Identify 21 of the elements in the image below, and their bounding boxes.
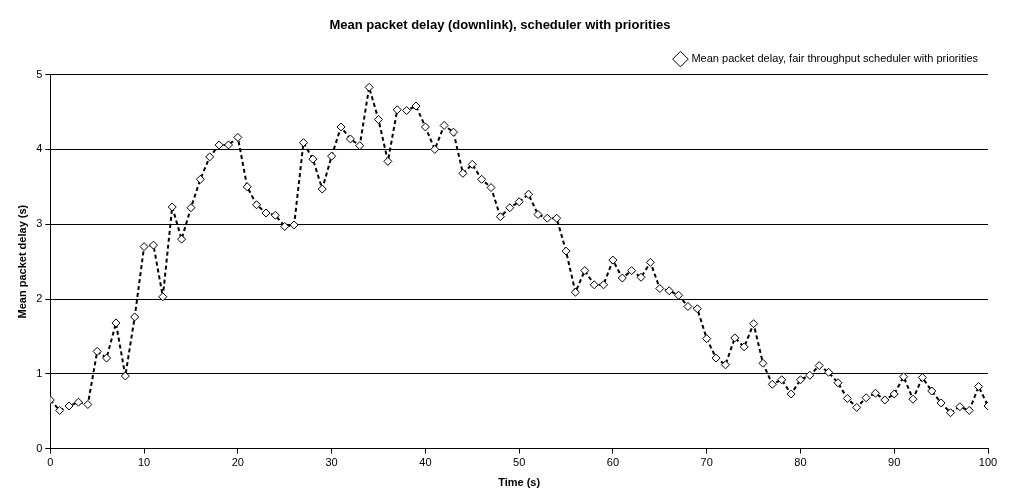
x-tick-label: 40 (419, 456, 432, 469)
x-tick-label: 10 (137, 456, 151, 469)
x-axis-title: Time (s) (498, 476, 541, 489)
x-tick-label: 0 (47, 456, 54, 469)
y-tick-label: 5 (36, 67, 43, 80)
y-axis-title: Mean packet delay (s) (15, 204, 28, 319)
x-tick-label: 50 (513, 456, 526, 469)
legend-label: Mean packet delay, fair throughput scheduler with priorities (691, 52, 979, 65)
y-tick-label: 3 (36, 217, 43, 230)
y-tick-label: 0 (36, 441, 43, 454)
x-tick-label: 70 (700, 456, 713, 469)
y-tick-label: 2 (36, 292, 43, 305)
y-tick-label: 4 (36, 142, 43, 155)
y-tick-label: 1 (36, 366, 43, 379)
x-tick-label: 30 (325, 456, 338, 469)
x-tick-label: 100 (978, 456, 998, 469)
x-tick-label: 60 (606, 456, 620, 469)
x-tick-label: 90 (888, 456, 901, 469)
chart-title: Mean packet delay (downlink), scheduler with priorities (329, 17, 671, 33)
x-tick-label: 80 (794, 456, 807, 469)
x-tick-label: 20 (231, 456, 244, 469)
